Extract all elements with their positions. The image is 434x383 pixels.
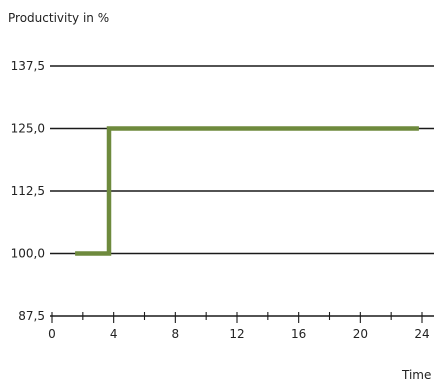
x-tick-label-1: 4 xyxy=(110,327,118,341)
series-line-0 xyxy=(75,126,419,256)
y-tick-label-4: 137,5 xyxy=(11,59,45,73)
x-tick-label-5: 20 xyxy=(353,327,368,341)
x-tick-label-6: 24 xyxy=(414,327,429,341)
x-tick-label-4: 16 xyxy=(291,327,306,341)
y-tick-label-3: 125,0 xyxy=(11,122,45,136)
x-axis-title: Time xyxy=(401,368,431,382)
x-axis: 0 4 8 12 16 20 24 xyxy=(48,312,430,341)
x-tick-label-0: 0 xyxy=(48,327,56,341)
y-tick-label-0: 87,5 xyxy=(18,309,45,323)
y-tick-label-2: 112,5 xyxy=(11,184,45,198)
series-group xyxy=(75,126,419,256)
x-tick-label-2: 8 xyxy=(172,327,180,341)
x-tick-label-3: 12 xyxy=(229,327,244,341)
y-tick-labels: 87,5 100,0 112,5 125,0 137,5 xyxy=(11,59,45,323)
y-axis-title: Productivity in % xyxy=(8,11,109,25)
y-tick-label-1: 100,0 xyxy=(11,247,45,261)
